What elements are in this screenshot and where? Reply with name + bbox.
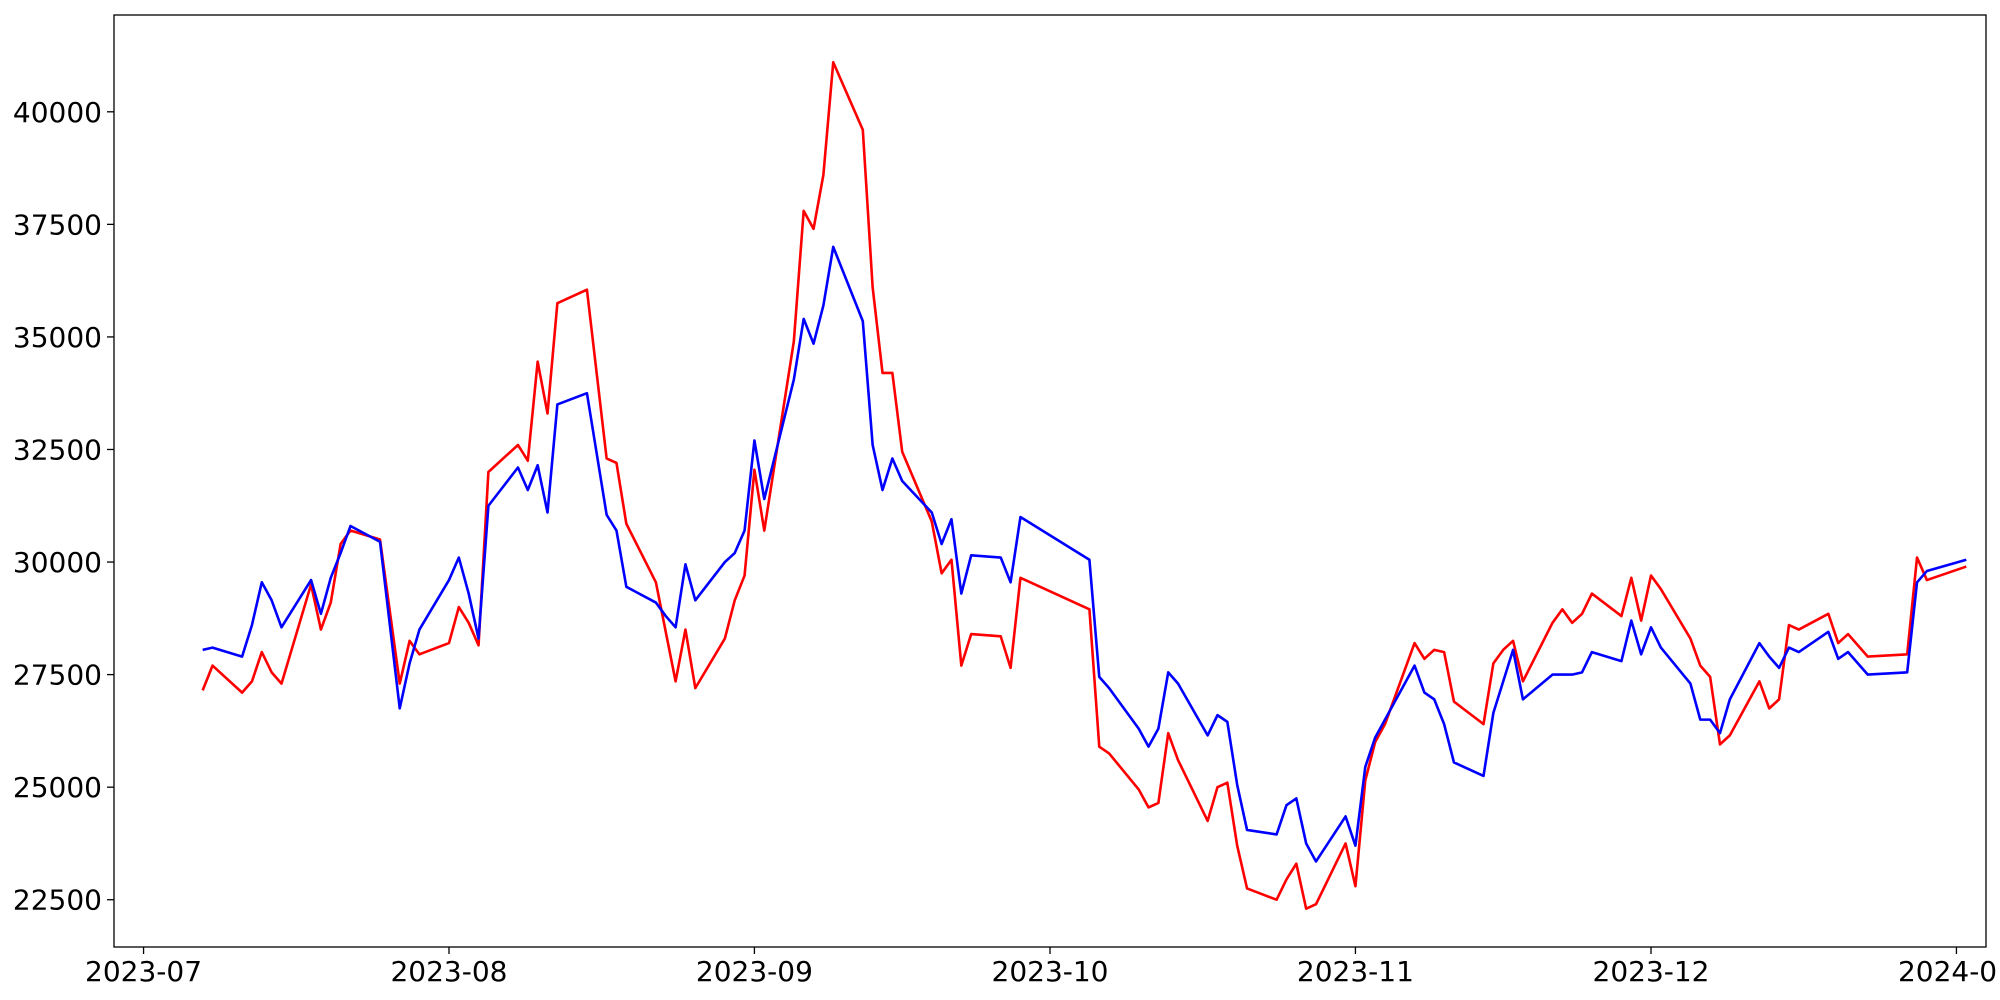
y-tick-label: 30000 bbox=[13, 546, 102, 579]
x-tick-label: 2023-08 bbox=[390, 955, 507, 988]
y-tick-label: 22500 bbox=[13, 884, 102, 917]
x-tick-label: 2023-12 bbox=[1593, 955, 1710, 988]
y-tick-label: 35000 bbox=[13, 321, 102, 354]
x-tick-label: 2023-09 bbox=[696, 955, 813, 988]
axes-frame bbox=[113, 14, 1987, 948]
y-tick-label: 40000 bbox=[13, 96, 102, 129]
y-axis: 22500 25000 27500 30000 32500 35000 37500 40000 bbox=[13, 96, 114, 917]
series-2 bbox=[202, 245, 1967, 863]
y-tick-label: 32500 bbox=[13, 433, 102, 466]
series-1-line bbox=[201, 60, 1967, 911]
y-tick-label: 27500 bbox=[13, 659, 102, 692]
x-tick-label: 2023-07 bbox=[85, 955, 202, 988]
y-tick-label: 37500 bbox=[13, 208, 102, 241]
x-tick-label: 2023-10 bbox=[992, 955, 1109, 988]
series-2-line bbox=[202, 245, 1967, 863]
series-1 bbox=[201, 60, 1967, 911]
x-tick-label: 2024-01 bbox=[1898, 955, 2000, 988]
y-tick-label: 25000 bbox=[13, 771, 102, 804]
x-axis: 2023-07 2023-08 2023-09 2023-10 2023-11 2023-… bbox=[85, 947, 2000, 988]
x-tick-label: 2023-11 bbox=[1297, 955, 1414, 988]
series-layer bbox=[201, 60, 1967, 911]
